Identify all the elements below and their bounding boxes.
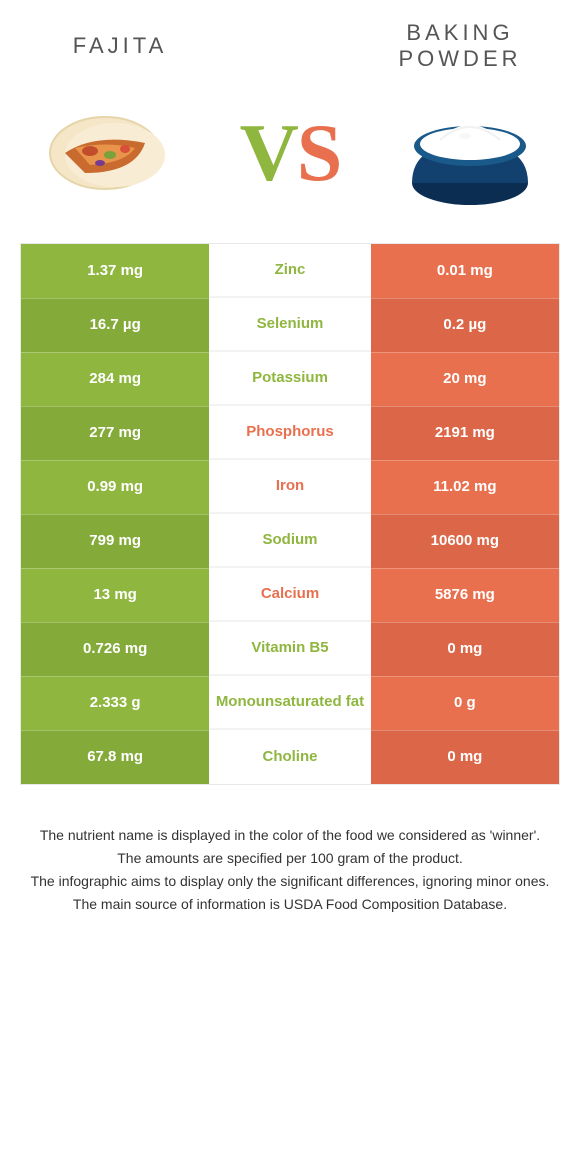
footnotes: The nutrient name is displayed in the co… [0, 785, 580, 915]
nutrient-name: Iron [209, 460, 370, 514]
table-row: 1.37 mgZinc0.01 mg [21, 244, 559, 298]
footnote-line: The infographic aims to display only the… [30, 871, 550, 892]
footnote-line: The nutrient name is displayed in the co… [30, 825, 550, 846]
right-value: 10600 mg [371, 514, 559, 568]
right-value: 0.2 µg [371, 298, 559, 352]
nutrient-name: Zinc [209, 244, 370, 298]
nutrient-name: Choline [209, 730, 370, 784]
footnote-line: The amounts are specified per 100 gram o… [30, 848, 550, 869]
baking-powder-icon [390, 83, 550, 223]
table-row: 0.726 mgVitamin B50 mg [21, 622, 559, 676]
table-row: 284 mgPotassium20 mg [21, 352, 559, 406]
left-value: 0.99 mg [21, 460, 209, 514]
right-title-block: Baking powder [370, 20, 550, 73]
left-value: 67.8 mg [21, 730, 209, 784]
table-row: 13 mgCalcium5876 mg [21, 568, 559, 622]
left-title-block: Fajita [30, 33, 210, 59]
nutrient-name: Potassium [209, 352, 370, 406]
left-value: 16.7 µg [21, 298, 209, 352]
right-food-title: Baking powder [370, 20, 550, 73]
table-row: 67.8 mgCholine0 mg [21, 730, 559, 784]
left-value: 277 mg [21, 406, 209, 460]
left-value: 284 mg [21, 352, 209, 406]
nutrient-name: Vitamin B5 [209, 622, 370, 676]
right-value: 20 mg [371, 352, 559, 406]
left-value: 1.37 mg [21, 244, 209, 298]
footnote-line: The main source of information is USDA F… [30, 894, 550, 915]
table-row: 2.333 gMonounsaturated fat0 g [21, 676, 559, 730]
right-value: 0 g [371, 676, 559, 730]
table-row: 277 mgPhosphorus2191 mg [21, 406, 559, 460]
left-food-title: Fajita [30, 33, 210, 59]
left-value: 0.726 mg [21, 622, 209, 676]
header-titles: Fajita Baking powder [0, 0, 580, 83]
nutrient-table: 1.37 mgZinc0.01 mg16.7 µgSelenium0.2 µg2… [20, 243, 560, 785]
right-value: 11.02 mg [371, 460, 559, 514]
right-value: 2191 mg [371, 406, 559, 460]
right-value: 0 mg [371, 730, 559, 784]
left-value: 13 mg [21, 568, 209, 622]
table-row: 799 mgSodium10600 mg [21, 514, 559, 568]
right-value: 5876 mg [371, 568, 559, 622]
left-value: 2.333 g [21, 676, 209, 730]
vs-letter-s: S [297, 106, 341, 200]
nutrient-name: Phosphorus [209, 406, 370, 460]
nutrient-name: Calcium [209, 568, 370, 622]
fajita-icon [30, 83, 190, 223]
vs-label: VS [190, 106, 390, 200]
nutrient-name: Sodium [209, 514, 370, 568]
right-value: 0.01 mg [371, 244, 559, 298]
nutrient-name: Monounsaturated fat [209, 676, 370, 730]
nutrient-name: Selenium [209, 298, 370, 352]
left-value: 799 mg [21, 514, 209, 568]
header-icons: VS [0, 83, 580, 243]
table-row: 0.99 mgIron11.02 mg [21, 460, 559, 514]
right-value: 0 mg [371, 622, 559, 676]
vs-letter-v: V [240, 106, 297, 200]
table-row: 16.7 µgSelenium0.2 µg [21, 298, 559, 352]
